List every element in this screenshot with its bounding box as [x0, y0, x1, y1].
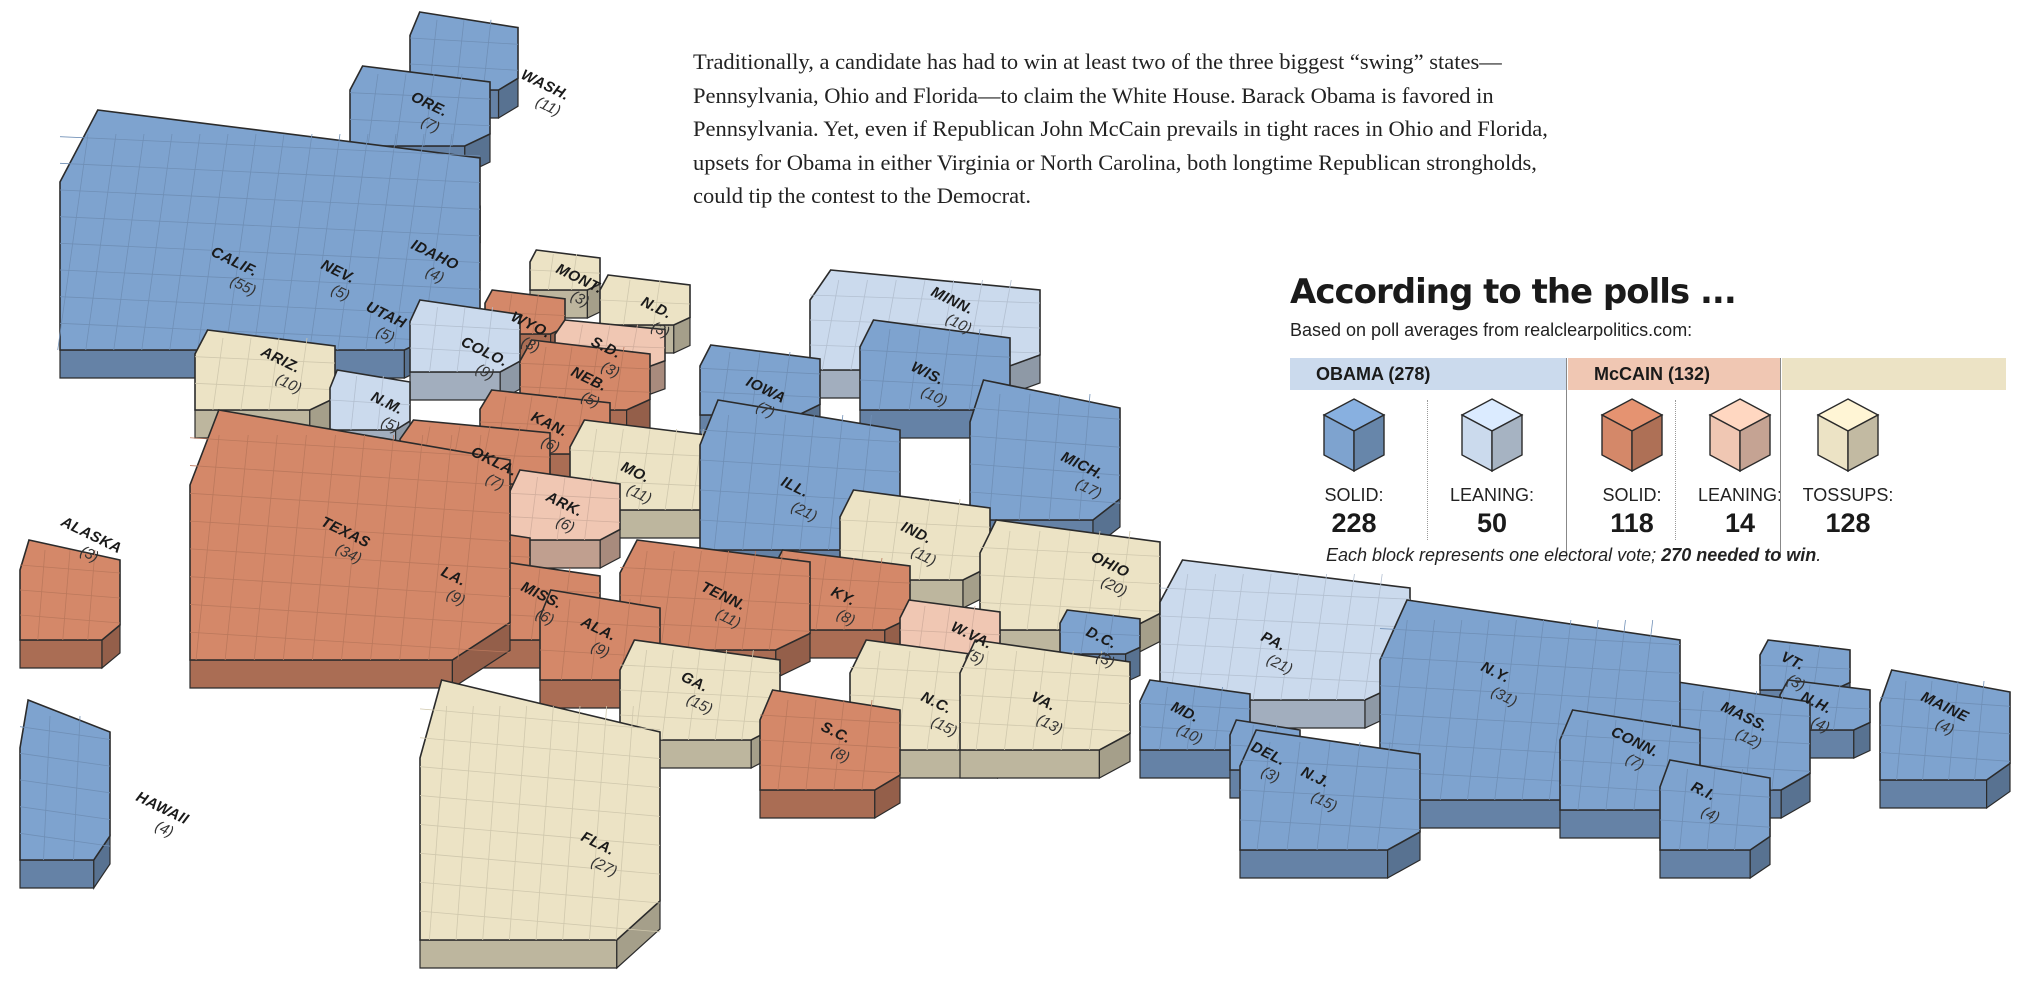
state-block-sc — [759, 689, 901, 820]
state-block-texas — [189, 409, 511, 690]
legend-cube-icon — [1600, 398, 1664, 473]
legend-title: According to the polls ... — [1290, 272, 1737, 312]
legend-cube-icon — [1322, 398, 1386, 473]
state-electoral-votes: (7) — [483, 470, 507, 493]
legend-category-value: 50 — [1476, 508, 1508, 538]
state-electoral-votes: (7) — [753, 398, 777, 421]
state-block-maine — [1879, 669, 2011, 810]
state-electoral-votes: (8) — [828, 743, 852, 766]
state-electoral-votes: (4) — [1698, 803, 1722, 826]
state-electoral-votes: (3) — [77, 543, 101, 566]
state-electoral-votes: (3) — [1258, 763, 1282, 786]
state-electoral-votes: (4) — [423, 263, 447, 286]
state-block-ark — [509, 469, 621, 569]
state-electoral-votes: (3) — [568, 287, 592, 310]
state-electoral-votes: (3) — [1093, 648, 1117, 671]
legend-category-value: 118 — [1610, 508, 1654, 538]
legend-category-value: 128 — [1825, 508, 1871, 538]
footnote-bold: 270 needed to win — [1661, 545, 1817, 565]
legend-category-4: TOSSUPS: 128 — [1780, 397, 1916, 539]
state-block-va — [959, 639, 1131, 780]
state-block-colo — [409, 299, 521, 402]
legend-header-bars: OBAMA (278) McCAIN (132) — [1290, 358, 2006, 390]
legend-divider-dotted-2 — [1675, 400, 1676, 540]
tossup-bar — [1782, 358, 2006, 390]
legend-category-label: TOSSUPS: — [1802, 485, 1894, 505]
state-electoral-votes: (3) — [518, 333, 542, 356]
legend-cube-icon — [1816, 398, 1880, 473]
intro-text: Traditionally, a candidate has had to wi… — [693, 49, 1548, 208]
footnote-text: Each block represents one electoral vote… — [1326, 545, 1662, 565]
state-electoral-votes: (5) — [578, 388, 602, 411]
state-electoral-votes: (6) — [538, 433, 562, 456]
legend-category-label: SOLID: — [1602, 485, 1662, 505]
state-electoral-votes: (9) — [588, 638, 612, 661]
state-electoral-votes: (5) — [373, 323, 397, 346]
legend-category-value: 228 — [1331, 508, 1377, 538]
legend-cube-icon — [1460, 398, 1524, 473]
state-electoral-votes: (6) — [533, 605, 557, 628]
footnote-period: . — [1816, 545, 1822, 565]
legend-category-value: 14 — [1724, 508, 1756, 538]
state-block-hawaii — [19, 698, 111, 890]
state-electoral-votes: (4) — [1933, 715, 1957, 738]
legend-category-3: LEANING: 14 — [1672, 397, 1808, 539]
state-block-nj — [1239, 729, 1421, 880]
state-block-fla — [419, 679, 661, 970]
state-electoral-votes: (6) — [553, 513, 577, 536]
state-electoral-votes: (9) — [473, 360, 497, 383]
state-block-alaska — [19, 539, 121, 670]
legend-divider-dotted-1 — [1427, 400, 1428, 540]
legend-divider-mccain — [1780, 358, 1781, 558]
legend-category-1: LEANING: 50 — [1424, 397, 1560, 539]
state-electoral-votes: (8) — [834, 606, 858, 629]
legend-footnote: Each block represents one electoral vote… — [1326, 545, 1821, 566]
state-block-ri — [1659, 759, 1771, 880]
state-electoral-votes: (5) — [963, 645, 987, 668]
legend-divider-obama — [1566, 358, 1567, 558]
state-electoral-votes: (4) — [1808, 713, 1832, 736]
legend-category-label: LEANING: — [1697, 485, 1783, 505]
legend-category-label: LEANING: — [1449, 485, 1535, 505]
state-electoral-votes: (4) — [152, 818, 176, 841]
state-electoral-votes: (3) — [648, 318, 672, 341]
state-electoral-votes: (7) — [1623, 750, 1647, 773]
legend-cube-icon — [1708, 398, 1772, 473]
poll-legend: According to the polls ... Based on poll… — [1290, 272, 2012, 565]
mccain-total-bar: McCAIN (132) — [1568, 358, 1780, 390]
legend-category-2: SOLID: 118 — [1564, 397, 1700, 539]
state-electoral-votes: (5) — [328, 281, 352, 304]
legend-category-0: SOLID: 228 — [1286, 397, 1422, 539]
legend-category-label: SOLID: — [1324, 485, 1384, 505]
intro-paragraph: Traditionally, a candidate has had to wi… — [693, 45, 1573, 213]
state-electoral-votes: (3) — [598, 358, 622, 381]
legend-subtitle: Based on poll averages from realclearpol… — [1290, 320, 1693, 340]
state-blocks — [19, 11, 2011, 970]
state-electoral-votes: (7) — [418, 113, 442, 136]
state-electoral-votes: (9) — [444, 586, 468, 609]
state-electoral-votes: (5) — [378, 413, 402, 436]
state-electoral-votes: (3) — [1784, 671, 1808, 694]
obama-total-bar: OBAMA (278) — [1290, 358, 1566, 390]
